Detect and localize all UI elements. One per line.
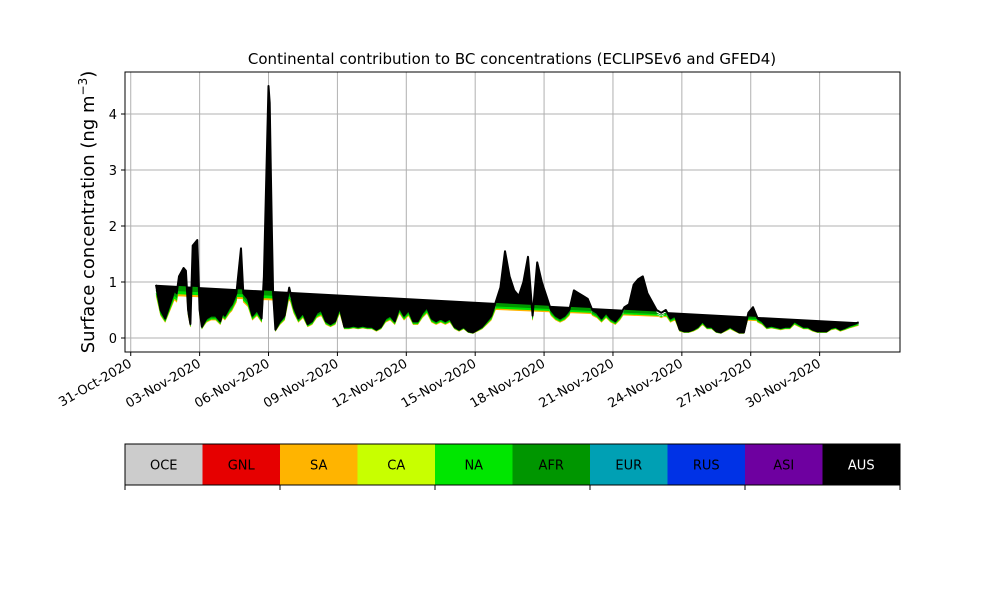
y-axis-label-superscript: −3 — [76, 78, 90, 96]
y-tick-label: 2 — [109, 220, 117, 235]
x-axis-ticks: 31-Oct-202003-Nov-202006-Nov-202009-Nov-… — [56, 352, 824, 411]
x-tick-label: 03-Nov-2020 — [123, 356, 203, 411]
legend-label-na: NA — [464, 459, 483, 474]
legend-label-rus: RUS — [693, 459, 720, 474]
x-tick-label: 31-Oct-2020 — [56, 356, 134, 410]
legend-swatch-aus — [822, 444, 900, 485]
legend-label-ca: CA — [387, 459, 405, 474]
y-tick-label: 3 — [109, 164, 117, 179]
legend-frame — [124, 443, 901, 486]
y-axis-label: Surface concentration (ng m−3) — [76, 71, 99, 354]
plot-frame — [124, 71, 901, 353]
legend-label-eur: EUR — [615, 459, 642, 474]
legend-label-sa: SA — [310, 459, 327, 474]
area-aus — [155, 85, 860, 334]
x-tick-label: 09-Nov-2020 — [261, 356, 341, 411]
y-tick-label: 1 — [109, 276, 117, 291]
legend-swatch-afr — [512, 444, 590, 485]
legend-swatch-asi — [745, 444, 823, 485]
x-tick-label: 27-Nov-2020 — [674, 356, 754, 411]
legend-label-aus: AUS — [848, 459, 875, 474]
legend-label-afr: AFR — [539, 459, 564, 474]
legend-label-asi: ASI — [773, 459, 794, 474]
legend-swatch-ca — [357, 444, 435, 485]
x-tick-label: 30-Nov-2020 — [743, 356, 823, 411]
legend-swatch-rus — [667, 444, 745, 485]
legend-label-gnl: GNL — [228, 459, 256, 474]
y-axis-label-main: Surface concentration (ng m — [78, 95, 99, 353]
y-axis-ticks: 0 1 2 3 4 — [109, 108, 125, 347]
grid-lines — [125, 72, 900, 352]
x-tick-label: 06-Nov-2020 — [192, 356, 272, 411]
x-tick-label: 24-Nov-2020 — [606, 356, 686, 411]
y-axis-label-close: ) — [78, 71, 99, 78]
legend-label-oce: OCE — [150, 459, 178, 474]
legend-colorbar: OCE GNL SA CA NA AFR EUR RUS ASI AUS — [124, 443, 901, 490]
stacked-areas — [155, 85, 860, 334]
x-tick-label: 15-Nov-2020 — [399, 356, 479, 411]
x-tick-label: 21-Nov-2020 — [537, 356, 617, 411]
x-tick-label: 12-Nov-2020 — [330, 356, 410, 411]
legend-swatch-eur — [590, 444, 668, 485]
chart-title: Continental contribution to BC concentra… — [248, 50, 776, 68]
legend-swatch-gnl — [202, 444, 280, 485]
x-tick-label: 18-Nov-2020 — [468, 356, 548, 411]
legend-swatch-na — [435, 444, 513, 485]
y-tick-label: 0 — [109, 332, 117, 347]
y-tick-label: 4 — [109, 108, 117, 123]
legend-swatch-sa — [280, 444, 358, 485]
legend-swatch-oce — [125, 444, 203, 485]
